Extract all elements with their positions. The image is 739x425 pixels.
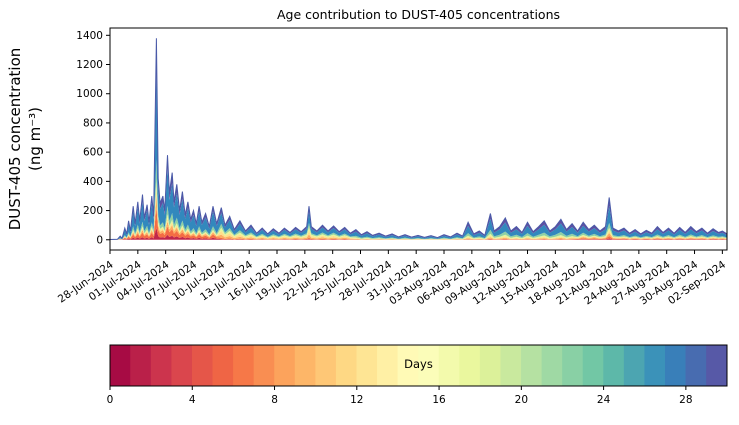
colorbar-tick-label: 20 [515,394,528,406]
total-line [109,38,728,240]
colorbar-cell [521,345,543,386]
y-tick-label: 600 [83,147,103,159]
colorbar-cell [644,345,666,386]
colorbar-cell [274,345,296,386]
colorbar-cell [150,345,172,386]
colorbar-cell [171,345,193,386]
colorbar-cell [397,345,419,386]
colorbar-cell [356,345,378,386]
chart-title: Age contribution to DUST-405 concentrati… [276,7,561,22]
area-band-0-4-days [110,227,727,240]
y-tick-label: 800 [83,117,103,129]
plot-spines [109,27,728,251]
colorbar-cell [706,345,728,386]
colorbar-cell [582,345,604,386]
y-tick-label: 1200 [76,59,103,71]
colorbar-cell [685,345,707,386]
colorbar-tick-label: 4 [189,394,196,406]
colorbar-tick-label: 8 [271,394,278,406]
y-axis-label-line2: (ng m⁻³) [26,106,44,172]
colorbar-cell [233,345,255,386]
colorbar-tick-label: 12 [350,394,363,406]
colorbar-tick-label: 16 [432,394,446,406]
y-tick-label: 200 [83,205,103,217]
colorbar-cell [665,345,687,386]
colorbar-outline [109,344,728,387]
colorbar-tick-label: 28 [679,394,692,406]
colorbar-label: Days [404,357,433,371]
colorbar-cell [541,345,563,386]
colorbar-cell [479,345,502,386]
y-axis-label: DUST-405 concentration (ng m⁻³) [5,48,46,231]
colorbar-cell [253,345,275,386]
y-tick-label: 1000 [76,88,103,100]
colorbar-cell [130,345,152,386]
colorbar-cell [459,345,481,386]
y-axis-label-line1: DUST-405 concentration [5,47,24,231]
area-band-28+-days [110,38,727,240]
colorbar-cell [191,345,214,386]
colorbar-cell [623,345,646,386]
colorbar-cell [377,345,399,386]
colorbar-cell [109,345,131,386]
colorbar-tick-label: 0 [107,394,114,406]
colorbar-cell [315,345,337,386]
colorbar-cell [500,345,522,386]
colorbar-cell [418,345,440,386]
colorbar-tick-label: 24 [597,394,611,406]
area-band-24-28-days [110,68,727,240]
y-tick-label: 0 [96,234,103,246]
colorbar-cell [603,345,625,386]
y-tick-label: 1400 [76,30,103,42]
colorbar-cell [212,345,234,386]
colorbar-cell [294,345,316,386]
y-tick-label: 400 [83,176,103,188]
colorbar-cell [562,345,584,386]
colorbar-cell [438,345,460,386]
colorbar-cell [335,345,358,386]
